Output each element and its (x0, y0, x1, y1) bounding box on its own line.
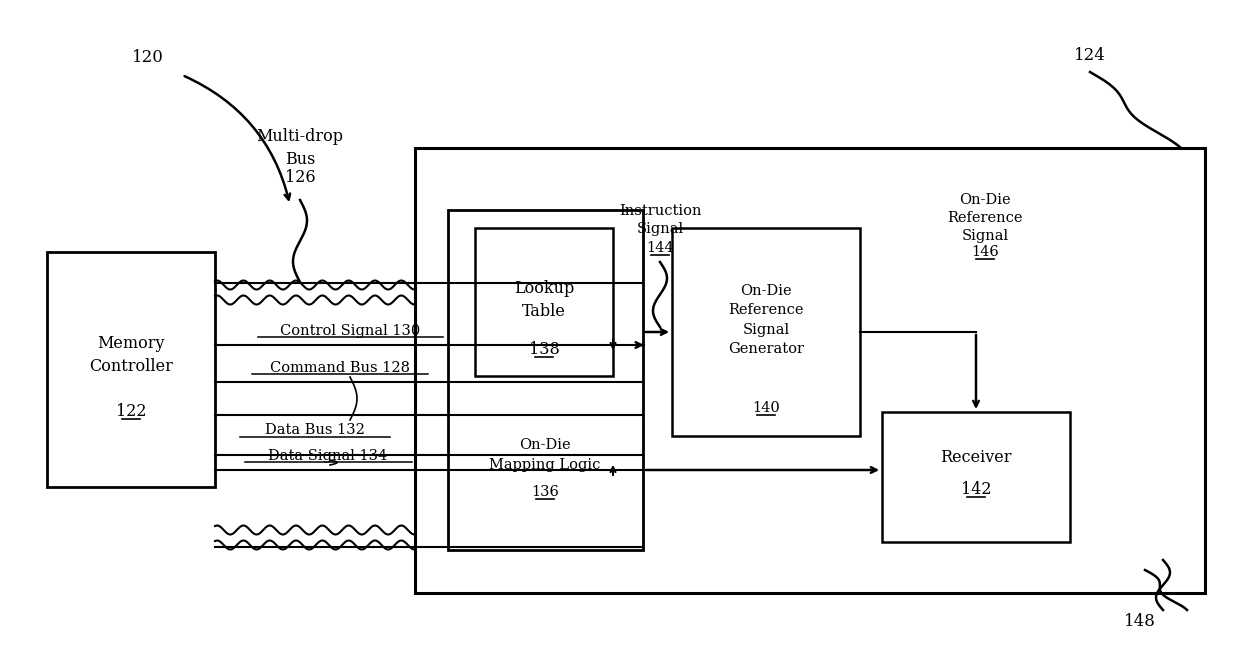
Text: Receiver: Receiver (940, 450, 1012, 466)
Bar (415, 148, 1205, 593)
Bar (672, 228, 861, 436)
Text: 126: 126 (285, 170, 315, 186)
Bar (47, 252, 215, 487)
Text: 148: 148 (1125, 613, 1156, 630)
Text: 142: 142 (961, 481, 991, 498)
Text: Multi-drop
Bus: Multi-drop Bus (257, 128, 343, 168)
Text: Command Bus 128: Command Bus 128 (270, 361, 410, 375)
Text: Control Signal 130: Control Signal 130 (280, 324, 420, 338)
Text: On-Die
Mapping Logic: On-Die Mapping Logic (490, 438, 600, 472)
Bar (475, 228, 613, 376)
Text: Lookup
Table: Lookup Table (513, 280, 574, 320)
Text: 120: 120 (133, 50, 164, 67)
Text: 122: 122 (115, 404, 146, 421)
Text: Memory
Controller: Memory Controller (89, 334, 172, 375)
Text: Instruction
Signal: Instruction Signal (619, 204, 702, 236)
Text: 136: 136 (531, 485, 559, 499)
Bar (448, 210, 644, 550)
Text: 138: 138 (528, 342, 559, 358)
Text: 124: 124 (1074, 47, 1106, 63)
Text: 146: 146 (971, 245, 999, 259)
Text: On-Die
Reference
Signal: On-Die Reference Signal (947, 193, 1023, 243)
Text: On-Die
Reference
Signal
Generator: On-Die Reference Signal Generator (728, 284, 804, 356)
Bar (882, 412, 1070, 542)
Text: Data Bus 132: Data Bus 132 (265, 423, 365, 437)
Text: Data Signal 134: Data Signal 134 (268, 449, 388, 463)
Text: 140: 140 (753, 401, 780, 415)
Text: 144: 144 (646, 241, 673, 255)
